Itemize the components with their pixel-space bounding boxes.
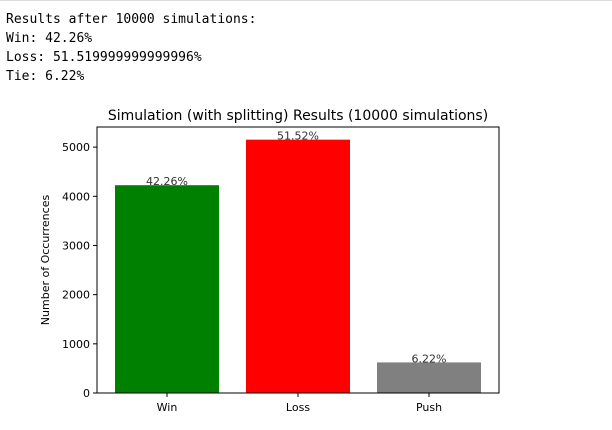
bar-push (377, 362, 481, 393)
output-line-summary: Results after 10000 simulations: (6, 12, 257, 27)
bar-chart: Simulation (with splitting) Results (100… (39, 108, 500, 414)
y-tick-label-4000: 4000 (62, 190, 90, 203)
data-label-win: 42.26% (146, 175, 188, 188)
x-axis: Win Loss Push (157, 393, 442, 414)
y-tick-label-0: 0 (83, 387, 90, 400)
chart-title: Simulation (with splitting) Results (100… (108, 108, 488, 124)
output-line-tie: Tie: 6.22% (6, 69, 85, 84)
x-tick-label-win: Win (157, 401, 178, 414)
y-tick-label-5000: 5000 (62, 141, 90, 154)
bar-data-labels: 42.26% 51.52% 6.22% (146, 130, 446, 366)
y-axis: 0 1000 2000 3000 4000 5000 (62, 141, 97, 400)
data-label-loss: 51.52% (277, 130, 319, 143)
y-tick-label-3000: 3000 (62, 239, 90, 252)
x-tick-label-loss: Loss (286, 401, 310, 414)
y-axis-label: Number of Occurrences (39, 195, 52, 326)
output-line-loss: Loss: 51.519999999999996% (6, 50, 202, 65)
y-tick-label-2000: 2000 (62, 289, 90, 302)
output-separator (0, 0, 612, 1)
bar-win (115, 185, 219, 393)
simulation-output-text: Results after 10000 simulations: Win: 42.… (6, 10, 256, 86)
output-line-win: Win: 42.26% (6, 31, 93, 46)
bar-loss (246, 139, 350, 393)
data-label-push: 6.22% (412, 352, 447, 365)
x-tick-label-push: Push (416, 401, 442, 414)
bar-series (115, 139, 481, 393)
chart-container: Simulation (with splitting) Results (100… (0, 105, 612, 430)
y-tick-label-1000: 1000 (62, 338, 90, 351)
